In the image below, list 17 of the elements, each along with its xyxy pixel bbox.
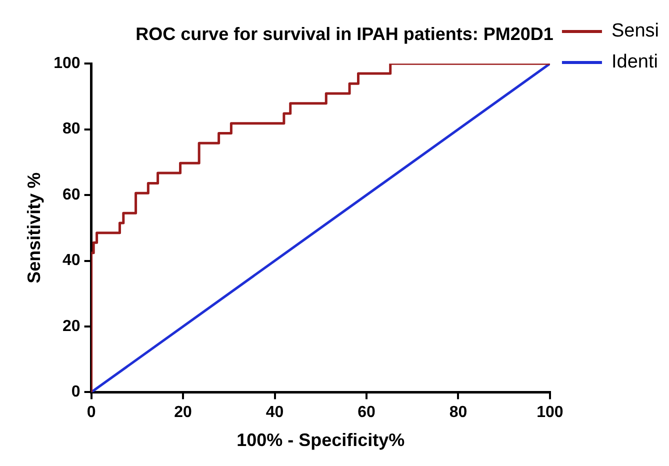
x-tick-label: 100 bbox=[536, 404, 564, 422]
chart-title: ROC curve for survival in IPAH patients: PM20D1 bbox=[136, 24, 554, 44]
y-tick-label: 60 bbox=[62, 186, 80, 204]
y-tick-label: 80 bbox=[62, 120, 80, 138]
y-tick-label: 40 bbox=[62, 252, 80, 270]
x-tick-label: 40 bbox=[266, 404, 284, 422]
legend-label: Identi bbox=[611, 52, 658, 73]
x-tick-label: 20 bbox=[174, 404, 192, 422]
y-axis-title: Sensitivity % bbox=[24, 172, 44, 284]
y-tick-label: 20 bbox=[62, 318, 80, 335]
y-tick-label: 0 bbox=[71, 384, 80, 401]
x-tick-label: 80 bbox=[449, 404, 468, 422]
y-tick-label: 100 bbox=[54, 55, 80, 72]
legend-label: Sensi bbox=[611, 20, 660, 42]
x-tick-label: 0 bbox=[86, 404, 96, 422]
x-tick-label: 60 bbox=[358, 404, 376, 422]
x-axis-title: 100% - Specificity% bbox=[236, 430, 405, 450]
